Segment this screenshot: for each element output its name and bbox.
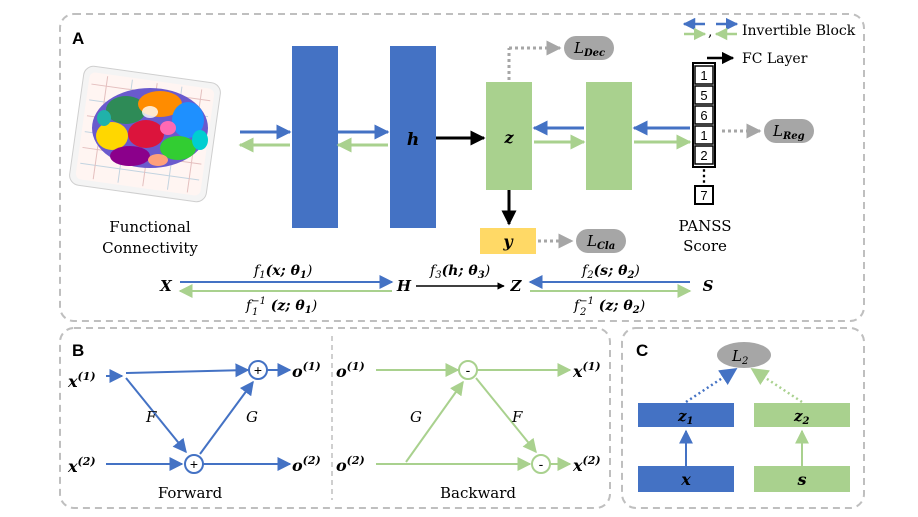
fwd-plus1-symbol: + bbox=[254, 362, 262, 378]
legend: , Invertible Block FC Layer bbox=[682, 17, 856, 67]
arrow-z2-to-l2 bbox=[750, 367, 803, 404]
bwd-x2: x(2) bbox=[572, 454, 601, 475]
score-5: 2 bbox=[700, 148, 707, 163]
score-3: 6 bbox=[700, 108, 707, 123]
legend-comma: , bbox=[708, 24, 712, 40]
z1-label: z1 bbox=[677, 407, 694, 427]
l2-label: L2 bbox=[731, 347, 748, 367]
invertible-block-h bbox=[390, 46, 436, 228]
eq-Z: Z bbox=[510, 277, 523, 295]
eq-f2-inv-sub: 2 bbox=[579, 307, 586, 318]
fwd-plus2-to-plus1 bbox=[199, 380, 254, 455]
legend-invertible-label: Invertible Block bbox=[742, 23, 856, 39]
fwd-o2: o(2) bbox=[292, 454, 321, 475]
panss-label-line1: PANSS bbox=[679, 217, 732, 235]
lreg-node bbox=[764, 119, 814, 143]
s-block bbox=[754, 466, 850, 492]
z2-block bbox=[754, 403, 850, 427]
eq-S: S bbox=[703, 277, 714, 295]
eq-H: H bbox=[396, 277, 412, 295]
panss-label-line2: Score bbox=[683, 237, 727, 255]
bwd-F-label: F bbox=[511, 408, 523, 426]
eq-f1: f1(x; θ1) bbox=[253, 263, 312, 281]
fc-label-line1: Functional bbox=[109, 218, 191, 236]
y-label: y bbox=[502, 232, 514, 251]
panel-a-border bbox=[59, 13, 865, 322]
panel-c-border bbox=[621, 327, 865, 509]
panel-b-label: B bbox=[72, 341, 84, 360]
lcla-label: LCla bbox=[586, 232, 615, 252]
backward-label: Backward bbox=[440, 484, 516, 502]
ldec-node bbox=[564, 36, 614, 60]
bwd-minus1-symbol: - bbox=[466, 362, 471, 378]
eq-X: X bbox=[159, 277, 173, 295]
s-label: s bbox=[796, 470, 806, 489]
score-2: 5 bbox=[700, 88, 707, 103]
panel-a-label: A bbox=[72, 29, 84, 48]
z-label: z bbox=[503, 128, 514, 147]
legend-fc-label: FC Layer bbox=[742, 51, 808, 67]
fwd-x1: x(1) bbox=[67, 370, 96, 391]
y-node bbox=[480, 228, 536, 254]
fwd-x1-to-plus1 bbox=[125, 363, 250, 378]
x-block bbox=[638, 466, 734, 492]
eq-f2: f2(s; θ2) bbox=[581, 263, 640, 281]
fwd-plus2-symbol: + bbox=[190, 456, 198, 472]
fwd-x2: x(2) bbox=[67, 455, 96, 476]
eq-f2-inv: f−1 (z; θ2) bbox=[573, 296, 645, 316]
l2-node bbox=[717, 342, 771, 368]
bwd-minus1-to-minus2 bbox=[475, 377, 537, 454]
bwd-minus2-symbol: - bbox=[539, 456, 544, 472]
z1-block bbox=[638, 403, 734, 427]
score-4: 1 bbox=[700, 128, 707, 143]
arrow-z1-to-l2 bbox=[685, 367, 738, 404]
panss-score-vector: 1 5 6 1 2 ⋮ 7 bbox=[692, 62, 716, 205]
panel-c-label: C bbox=[636, 341, 648, 360]
fwd-o1: o(1) bbox=[292, 360, 321, 381]
bwd-o1: o(1) bbox=[336, 360, 365, 381]
bwd-G-label: G bbox=[410, 408, 422, 426]
eq-f3: f3(h; θ3) bbox=[429, 263, 490, 281]
z2-label: z2 bbox=[793, 407, 810, 427]
h-label: h bbox=[407, 130, 419, 150]
brain-image bbox=[69, 65, 221, 203]
eq-f1-inv-sub: 1 bbox=[252, 307, 258, 318]
score-6: 7 bbox=[700, 188, 707, 203]
score-dots: ⋮ bbox=[696, 166, 712, 185]
fwd-G-label: G bbox=[246, 408, 258, 426]
ldec-label: LDec bbox=[573, 39, 605, 59]
x-label: x bbox=[680, 470, 691, 489]
fwd-x1-to-plus2 bbox=[125, 377, 187, 454]
eq-f1-inv: f−1 (z; θ1) bbox=[245, 296, 317, 316]
panel-b-border bbox=[59, 327, 611, 509]
lcla-node bbox=[576, 229, 626, 253]
invertible-block-z bbox=[486, 82, 532, 190]
score-1: 1 bbox=[700, 68, 707, 83]
bwd-x1: x(1) bbox=[572, 360, 601, 381]
fc-label-line2: Connectivity bbox=[102, 239, 198, 257]
lreg-label: LReg bbox=[772, 122, 805, 142]
invertible-block-2 bbox=[586, 82, 632, 190]
bwd-o2-to-minus1 bbox=[405, 380, 464, 463]
fwd-F-label: F bbox=[145, 408, 157, 426]
invertible-block-1 bbox=[292, 46, 338, 228]
bwd-o2: o(2) bbox=[336, 454, 365, 475]
equation-row: X H Z S f1(x; θ1) f−1 (z; θ1) 1 f3(h; θ3… bbox=[159, 263, 713, 318]
forward-label: Forward bbox=[158, 484, 223, 502]
